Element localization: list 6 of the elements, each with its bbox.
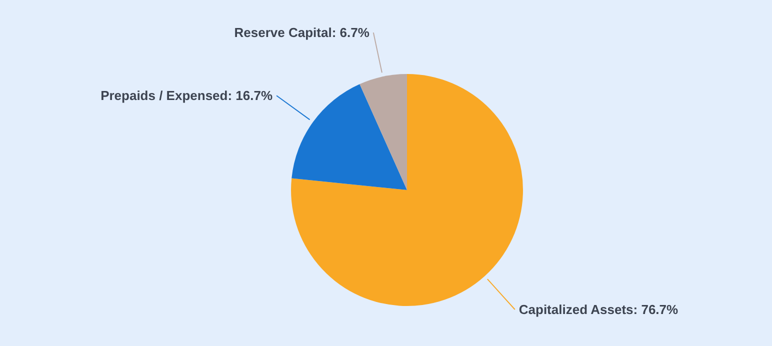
- pie-slice: [360, 74, 407, 190]
- pie-slice: [291, 74, 523, 306]
- slice-label: Prepaids / Expensed: 16.7%: [100, 88, 273, 104]
- slice-label: Reserve Capital: 6.7%: [234, 25, 370, 40]
- pie-slice: [292, 84, 407, 190]
- slice-label: Capitalized Assets: 76.7%: [518, 302, 679, 317]
